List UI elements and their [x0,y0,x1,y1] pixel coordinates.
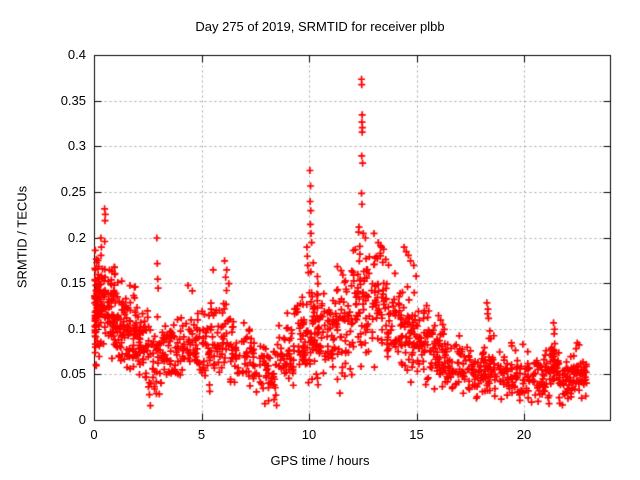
x-tick-label: 0 [90,427,98,442]
chart-title: Day 275 of 2019, SRMTID for receiver plb… [195,19,445,34]
y-tick-label: 0.1 [67,320,86,336]
y-tick-label: 0.05 [60,366,86,382]
x-tick-label: 10 [301,427,317,442]
x-tick-label: 15 [409,427,424,442]
y-tick-label: 0 [78,412,86,427]
y-tick-label: 0.25 [60,183,86,199]
x-tick-label: 5 [197,427,206,442]
y-tick-label: 0.4 [67,47,86,62]
x-tick-label: 20 [516,427,532,442]
y-tick-label: 0.15 [60,275,86,291]
y-tick-label: 0.3 [67,138,86,154]
y-tick-label: 0.35 [60,92,86,108]
x-axis-title: GPS time / hours [270,453,370,468]
y-tick-label: 0.2 [67,229,86,245]
